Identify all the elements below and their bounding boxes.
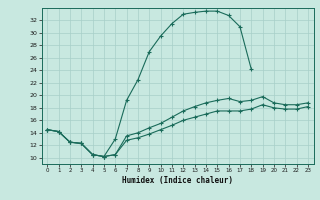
X-axis label: Humidex (Indice chaleur): Humidex (Indice chaleur) bbox=[122, 176, 233, 185]
